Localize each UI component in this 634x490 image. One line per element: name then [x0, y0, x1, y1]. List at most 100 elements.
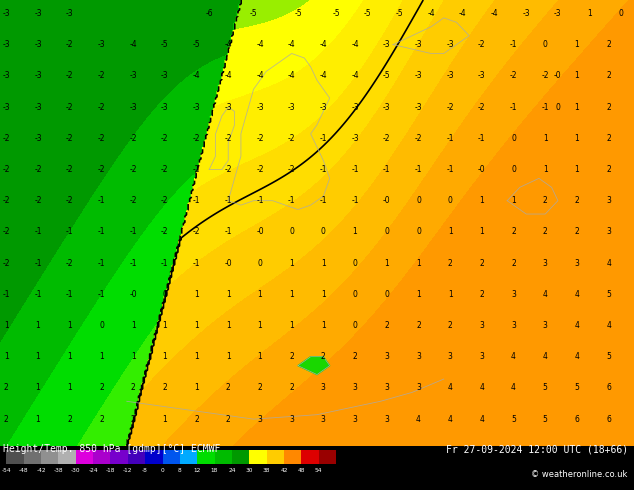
Text: 1: 1: [321, 259, 326, 268]
Text: -4: -4: [288, 72, 295, 80]
Text: -1: -1: [224, 196, 232, 205]
Text: 2: 2: [543, 227, 548, 236]
Text: -5: -5: [193, 40, 200, 49]
Bar: [301, 449, 319, 465]
Text: 1: 1: [226, 321, 231, 330]
Text: 2: 2: [353, 352, 358, 361]
Text: -3: -3: [34, 102, 42, 112]
Bar: [232, 449, 249, 465]
Bar: [197, 449, 214, 465]
Text: -1: -1: [415, 165, 422, 174]
Text: 2: 2: [131, 415, 136, 424]
Text: 54: 54: [315, 468, 323, 473]
Text: Fr 27-09-2024 12:00 UTC (18+66): Fr 27-09-2024 12:00 UTC (18+66): [446, 444, 628, 454]
Text: 1: 1: [511, 196, 516, 205]
Text: 5: 5: [543, 415, 548, 424]
Text: -3: -3: [66, 9, 74, 18]
Text: -1: -1: [98, 196, 105, 205]
Text: -3: -3: [446, 40, 454, 49]
Text: 0: 0: [289, 227, 294, 236]
Bar: [180, 449, 197, 465]
Text: 2: 2: [511, 227, 516, 236]
Text: 1: 1: [448, 227, 453, 236]
Text: 3: 3: [511, 290, 516, 299]
Text: -54: -54: [1, 468, 11, 473]
Bar: [41, 449, 58, 465]
Text: 2: 2: [4, 384, 9, 392]
Text: -2: -2: [34, 165, 42, 174]
Text: -2: -2: [66, 102, 74, 112]
Text: 1: 1: [574, 165, 579, 174]
Text: -5: -5: [294, 9, 302, 18]
Text: -2: -2: [446, 102, 454, 112]
Text: 1: 1: [289, 290, 294, 299]
Text: -1: -1: [446, 134, 454, 143]
Text: -0: -0: [383, 196, 391, 205]
Text: -2: -2: [510, 72, 517, 80]
Text: 0: 0: [160, 468, 164, 473]
Text: -42: -42: [36, 468, 46, 473]
Text: -1: -1: [193, 196, 200, 205]
Text: 3: 3: [448, 352, 453, 361]
Text: 3: 3: [321, 384, 326, 392]
Text: 2: 2: [226, 384, 231, 392]
Text: -38: -38: [54, 468, 63, 473]
Text: 0: 0: [353, 290, 358, 299]
Text: 1: 1: [384, 259, 389, 268]
Text: 4: 4: [479, 415, 484, 424]
Bar: [6, 449, 23, 465]
Text: 1: 1: [587, 9, 592, 18]
Bar: [284, 449, 301, 465]
Text: 2: 2: [606, 72, 611, 80]
Text: 1: 1: [543, 165, 548, 174]
Text: -3: -3: [34, 134, 42, 143]
Text: -2: -2: [3, 196, 10, 205]
Text: 1: 1: [479, 227, 484, 236]
Text: 1: 1: [194, 321, 199, 330]
Text: 5: 5: [511, 415, 516, 424]
Text: -3: -3: [129, 72, 137, 80]
Text: 2: 2: [479, 259, 484, 268]
Bar: [162, 449, 180, 465]
Text: 1: 1: [226, 352, 231, 361]
Text: -3: -3: [478, 72, 486, 80]
Text: -4: -4: [320, 72, 327, 80]
Text: -2: -2: [98, 134, 105, 143]
Text: -4: -4: [224, 72, 232, 80]
Text: 2: 2: [511, 259, 516, 268]
Text: -6: -6: [205, 9, 213, 18]
Text: 2: 2: [416, 321, 421, 330]
Text: -2: -2: [193, 134, 200, 143]
Text: 3: 3: [416, 384, 421, 392]
Text: 0: 0: [162, 290, 167, 299]
Text: -1: -1: [383, 165, 391, 174]
Text: -1: -1: [256, 196, 264, 205]
Text: 3: 3: [416, 352, 421, 361]
Text: 3: 3: [384, 415, 389, 424]
Text: -4: -4: [351, 72, 359, 80]
Text: 4: 4: [448, 384, 453, 392]
Text: 1: 1: [36, 321, 41, 330]
Text: -5: -5: [396, 9, 403, 18]
Text: 5: 5: [574, 384, 579, 392]
Text: -3: -3: [256, 102, 264, 112]
Text: 1: 1: [289, 321, 294, 330]
Text: 4: 4: [448, 415, 453, 424]
Text: -2: -2: [161, 165, 169, 174]
Text: -2: -2: [129, 134, 137, 143]
Text: -2: -2: [256, 134, 264, 143]
Text: -1: -1: [193, 259, 200, 268]
Text: -1: -1: [446, 165, 454, 174]
Text: 3: 3: [606, 227, 611, 236]
Text: 1: 1: [479, 196, 484, 205]
Text: 2: 2: [131, 384, 136, 392]
Text: -2: -2: [161, 134, 169, 143]
Bar: [93, 449, 110, 465]
Text: 2: 2: [448, 259, 453, 268]
Bar: [249, 449, 267, 465]
Text: 1: 1: [416, 290, 421, 299]
Text: 48: 48: [297, 468, 305, 473]
Text: -3: -3: [98, 40, 105, 49]
Text: 2: 2: [606, 134, 611, 143]
Text: -2: -2: [3, 227, 10, 236]
